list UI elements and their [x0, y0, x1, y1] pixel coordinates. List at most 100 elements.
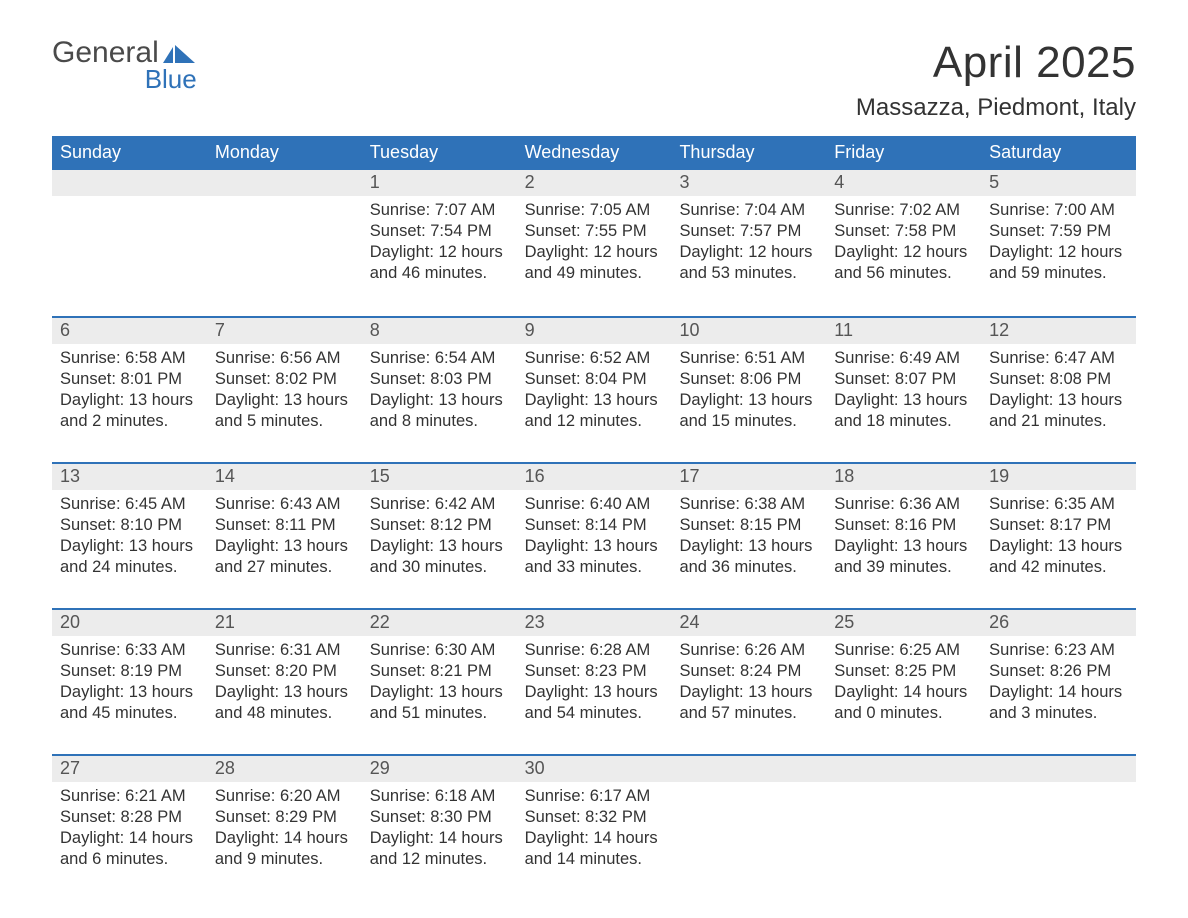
sunrise-text: Sunrise: 6:40 AM — [525, 494, 664, 515]
sunrise-text: Sunrise: 6:31 AM — [215, 640, 354, 661]
day-cell: 7Sunrise: 6:56 AMSunset: 8:02 PMDaylight… — [207, 318, 362, 462]
day-cell: 12Sunrise: 6:47 AMSunset: 8:08 PMDayligh… — [981, 318, 1136, 462]
day-cell: 17Sunrise: 6:38 AMSunset: 8:15 PMDayligh… — [671, 464, 826, 608]
day-details: Sunrise: 6:51 AMSunset: 8:06 PMDaylight:… — [671, 344, 826, 450]
sunset-text: Sunset: 8:28 PM — [60, 807, 199, 828]
day-cell — [207, 170, 362, 316]
day-cell: 3Sunrise: 7:04 AMSunset: 7:57 PMDaylight… — [671, 170, 826, 316]
day-number: 3 — [671, 170, 826, 196]
daynum-row — [981, 756, 1136, 782]
sunrise-text: Sunrise: 6:43 AM — [215, 494, 354, 515]
day-cell: 13Sunrise: 6:45 AMSunset: 8:10 PMDayligh… — [52, 464, 207, 608]
sunset-text: Sunset: 8:08 PM — [989, 369, 1128, 390]
daynum-row — [671, 756, 826, 782]
day-cell: 23Sunrise: 6:28 AMSunset: 8:23 PMDayligh… — [517, 610, 672, 754]
sunset-text: Sunset: 8:10 PM — [60, 515, 199, 536]
day-number: 26 — [981, 610, 1136, 636]
daylight2-text: and 14 minutes. — [525, 849, 664, 870]
day-details: Sunrise: 6:31 AMSunset: 8:20 PMDaylight:… — [207, 636, 362, 742]
daynum-row: 8 — [362, 318, 517, 344]
sunrise-text: Sunrise: 7:05 AM — [525, 200, 664, 221]
flag-icon — [161, 41, 197, 65]
sunrise-text: Sunrise: 6:25 AM — [834, 640, 973, 661]
daylight1-text: Daylight: 13 hours — [215, 682, 354, 703]
dayhead-friday: Friday — [826, 136, 981, 170]
sunset-text: Sunset: 8:30 PM — [370, 807, 509, 828]
day-cell: 1Sunrise: 7:07 AMSunset: 7:54 PMDaylight… — [362, 170, 517, 316]
daylight1-text: Daylight: 12 hours — [370, 242, 509, 263]
sunset-text: Sunset: 8:07 PM — [834, 369, 973, 390]
day-number: 18 — [826, 464, 981, 490]
day-number: 6 — [52, 318, 207, 344]
sunset-text: Sunset: 8:04 PM — [525, 369, 664, 390]
daylight2-text: and 33 minutes. — [525, 557, 664, 578]
daynum-row: 13 — [52, 464, 207, 490]
daylight2-text: and 46 minutes. — [370, 263, 509, 284]
day-details: Sunrise: 6:35 AMSunset: 8:17 PMDaylight:… — [981, 490, 1136, 596]
day-details: Sunrise: 7:05 AMSunset: 7:55 PMDaylight:… — [517, 196, 672, 302]
daylight1-text: Daylight: 13 hours — [525, 390, 664, 411]
sunrise-text: Sunrise: 6:26 AM — [679, 640, 818, 661]
daylight2-text: and 12 minutes. — [525, 411, 664, 432]
day-number: 16 — [517, 464, 672, 490]
day-details: Sunrise: 6:47 AMSunset: 8:08 PMDaylight:… — [981, 344, 1136, 450]
day-details: Sunrise: 7:00 AMSunset: 7:59 PMDaylight:… — [981, 196, 1136, 302]
sunrise-text: Sunrise: 7:00 AM — [989, 200, 1128, 221]
day-number: 15 — [362, 464, 517, 490]
sunset-text: Sunset: 8:23 PM — [525, 661, 664, 682]
dayhead-thursday: Thursday — [671, 136, 826, 170]
daylight2-text: and 57 minutes. — [679, 703, 818, 724]
daylight1-text: Daylight: 14 hours — [215, 828, 354, 849]
day-details: Sunrise: 6:21 AMSunset: 8:28 PMDaylight:… — [52, 782, 207, 888]
sunrise-text: Sunrise: 6:49 AM — [834, 348, 973, 369]
daynum-row: 15 — [362, 464, 517, 490]
week-row: 6Sunrise: 6:58 AMSunset: 8:01 PMDaylight… — [52, 316, 1136, 462]
daylight2-text: and 59 minutes. — [989, 263, 1128, 284]
daylight1-text: Daylight: 12 hours — [989, 242, 1128, 263]
daylight2-text: and 18 minutes. — [834, 411, 973, 432]
daylight2-text: and 49 minutes. — [525, 263, 664, 284]
day-header-row: Sunday Monday Tuesday Wednesday Thursday… — [52, 136, 1136, 170]
daylight1-text: Daylight: 13 hours — [370, 390, 509, 411]
day-details: Sunrise: 6:58 AMSunset: 8:01 PMDaylight:… — [52, 344, 207, 450]
day-cell: 30Sunrise: 6:17 AMSunset: 8:32 PMDayligh… — [517, 756, 672, 900]
day-cell: 26Sunrise: 6:23 AMSunset: 8:26 PMDayligh… — [981, 610, 1136, 754]
sunrise-text: Sunrise: 6:21 AM — [60, 786, 199, 807]
daylight1-text: Daylight: 13 hours — [989, 536, 1128, 557]
sunset-text: Sunset: 8:21 PM — [370, 661, 509, 682]
daynum-row: 28 — [207, 756, 362, 782]
day-number: 10 — [671, 318, 826, 344]
day-number: 21 — [207, 610, 362, 636]
daylight2-text: and 2 minutes. — [60, 411, 199, 432]
daylight1-text: Daylight: 14 hours — [834, 682, 973, 703]
day-number: 12 — [981, 318, 1136, 344]
daylight1-text: Daylight: 13 hours — [989, 390, 1128, 411]
daylight1-text: Daylight: 12 hours — [679, 242, 818, 263]
sunset-text: Sunset: 8:20 PM — [215, 661, 354, 682]
day-cell: 6Sunrise: 6:58 AMSunset: 8:01 PMDaylight… — [52, 318, 207, 462]
day-cell: 8Sunrise: 6:54 AMSunset: 8:03 PMDaylight… — [362, 318, 517, 462]
sunrise-text: Sunrise: 6:42 AM — [370, 494, 509, 515]
dayhead-sunday: Sunday — [52, 136, 207, 170]
logo-word1: General — [52, 38, 159, 68]
day-number: 7 — [207, 318, 362, 344]
day-number: 8 — [362, 318, 517, 344]
location-text: Massazza, Piedmont, Italy — [856, 94, 1136, 122]
daylight2-text: and 56 minutes. — [834, 263, 973, 284]
daylight2-text: and 45 minutes. — [60, 703, 199, 724]
day-details: Sunrise: 6:43 AMSunset: 8:11 PMDaylight:… — [207, 490, 362, 596]
daynum-row — [826, 756, 981, 782]
day-number: 4 — [826, 170, 981, 196]
logo-text: General Blue — [52, 38, 197, 92]
daylight2-text: and 42 minutes. — [989, 557, 1128, 578]
daylight1-text: Daylight: 13 hours — [370, 682, 509, 703]
day-cell: 18Sunrise: 6:36 AMSunset: 8:16 PMDayligh… — [826, 464, 981, 608]
sunrise-text: Sunrise: 6:18 AM — [370, 786, 509, 807]
sunrise-text: Sunrise: 6:54 AM — [370, 348, 509, 369]
day-number: 2 — [517, 170, 672, 196]
day-cell: 4Sunrise: 7:02 AMSunset: 7:58 PMDaylight… — [826, 170, 981, 316]
day-number: 9 — [517, 318, 672, 344]
daynum-row: 17 — [671, 464, 826, 490]
sunrise-text: Sunrise: 6:23 AM — [989, 640, 1128, 661]
daylight2-text: and 6 minutes. — [60, 849, 199, 870]
